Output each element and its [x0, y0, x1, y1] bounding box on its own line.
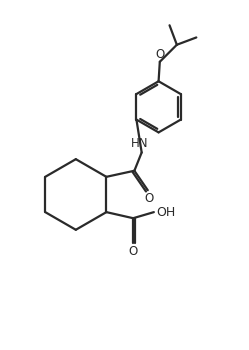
Text: HN: HN [130, 137, 148, 150]
Text: O: O [128, 245, 138, 258]
Text: O: O [155, 48, 164, 61]
Text: O: O [144, 192, 154, 205]
Text: OH: OH [156, 206, 176, 219]
